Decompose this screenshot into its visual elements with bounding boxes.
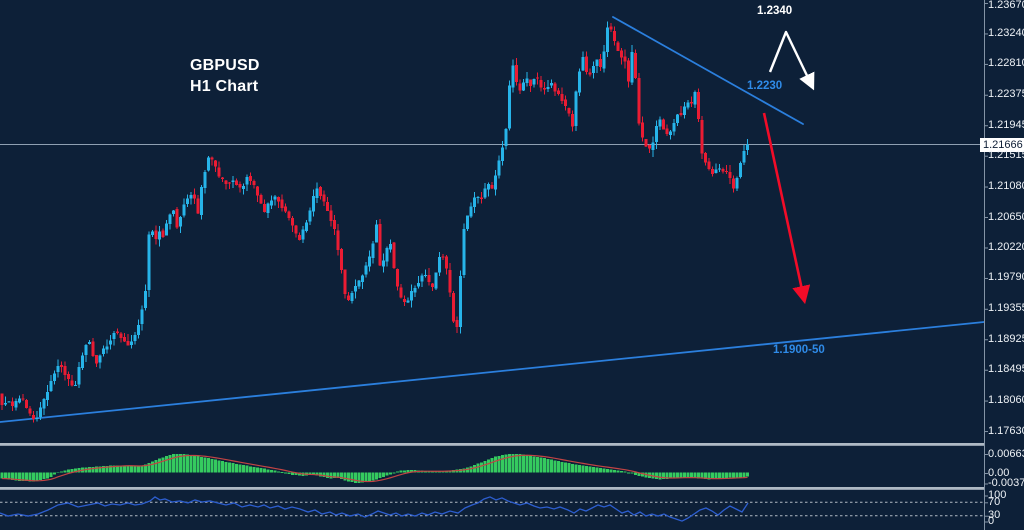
macd-tick-label: 0.006635 xyxy=(988,447,1024,460)
price-tick-label: 1.20650 xyxy=(988,210,1024,223)
candles-group xyxy=(0,21,749,423)
resistance-trendline[interactable] xyxy=(612,16,804,125)
price-tick-label: 1.23240 xyxy=(988,26,1024,39)
white-projection-arrow[interactable] xyxy=(768,30,815,91)
price-tick-label: 1.20220 xyxy=(988,240,1024,253)
rsi-tick-label: 100 xyxy=(988,489,1007,501)
price-tick-label: 1.22810 xyxy=(988,57,1024,70)
price-axis-line xyxy=(984,0,985,530)
price-tick-label: 1.18925 xyxy=(988,332,1024,345)
price-tick-label: 1.18060 xyxy=(988,394,1024,407)
support-trendline[interactable] xyxy=(0,321,985,423)
resistance-trendline-label[interactable]: 1.2230 xyxy=(747,80,783,92)
price-tick-label: 1.17630 xyxy=(988,424,1024,437)
price-tick-label: 1.21515 xyxy=(988,149,1024,162)
rsi-tick-label: 70 xyxy=(988,495,1001,508)
rsi-tick-label: 0 xyxy=(988,515,995,527)
price-tick-label: 1.18495 xyxy=(988,363,1024,376)
price-tick-label: 1.19790 xyxy=(988,271,1024,284)
red-projection-arrow[interactable] xyxy=(762,112,811,305)
macd-signal-line xyxy=(1,454,748,483)
panel-divider-2 xyxy=(0,487,984,490)
macd-tick-label: 0.00 xyxy=(988,466,1010,479)
rsi-tick-label: 30 xyxy=(988,509,1001,522)
rsi-panel xyxy=(0,496,984,522)
macd-panel xyxy=(0,453,749,484)
rsi-line xyxy=(0,496,749,522)
chart-title: GBPUSD H1 Chart xyxy=(190,55,260,97)
price-tick-label: 1.23670 xyxy=(988,0,1024,11)
price-tick-label: 1.21945 xyxy=(988,118,1024,131)
price-tick-label: 1.19355 xyxy=(988,302,1024,315)
panel-divider-1 xyxy=(0,443,984,446)
current-price-tag: 1.21666 xyxy=(980,138,1024,152)
price-tick-label: 1.22375 xyxy=(988,88,1024,101)
support-zone-label[interactable]: 1.1900-50 xyxy=(773,344,825,356)
target-price-label[interactable]: 1.2340 xyxy=(757,5,793,17)
price-tick-label: 1.21080 xyxy=(988,180,1024,193)
chart-timeframe-label: H1 Chart xyxy=(190,78,259,95)
macd-tick-label: -0.003775 xyxy=(988,477,1024,489)
chart-symbol-label: GBPUSD xyxy=(190,57,260,74)
